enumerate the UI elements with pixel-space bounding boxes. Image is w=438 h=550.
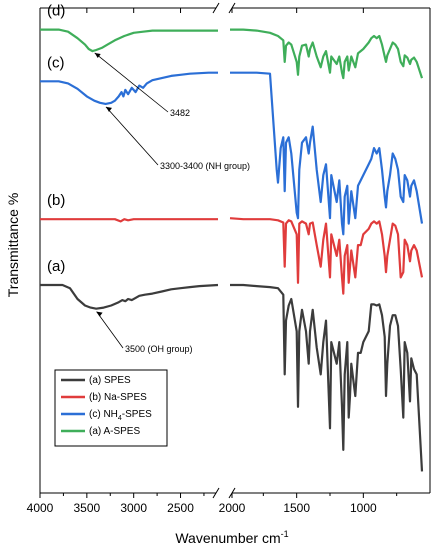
y-axis-title: Transmittance % <box>5 193 21 298</box>
x-tick-label: 2000 <box>219 501 246 515</box>
annotation-arrowhead <box>96 311 103 317</box>
x-tick-label: 3000 <box>120 501 147 515</box>
x-axis-title-main: Wavenumber cm <box>175 530 280 546</box>
annotation-arrowhead <box>105 106 112 112</box>
x-tick-label: 1500 <box>283 501 310 515</box>
annotation-arrowhead <box>94 52 101 58</box>
legend-entry: (a) SPES <box>89 375 131 386</box>
annotation-label: 3300-3400 (NH group) <box>160 161 250 171</box>
annotation-arrow <box>94 52 169 113</box>
series-layer <box>40 28 424 472</box>
annotation-label: 3482 <box>170 108 190 118</box>
panel-label: (b) <box>47 192 65 209</box>
series-line-1-segment2 <box>230 283 424 472</box>
series-line-2-segment1 <box>40 218 218 223</box>
legend: (a) SPES (b) Na-SPES (c) NH4-SPES (a) A-SPE… <box>54 369 168 447</box>
x-tick-label: 4000 <box>27 501 54 515</box>
x-tick-label: 1000 <box>350 501 377 515</box>
series-line-3-segment1 <box>40 71 218 106</box>
x-axis-title-superscript: -1 <box>281 529 289 539</box>
series-line-2-segment2 <box>229 217 424 295</box>
ticks-layer: 4000 3500 3000 2500 2000 1500 1000 <box>27 8 398 515</box>
legend-entry: (b) Na-SPES <box>89 392 147 403</box>
x-tick-label: 3500 <box>73 501 100 515</box>
x-axis-title: Wavenumber cm-1 <box>175 529 288 546</box>
legend-entry: (a) A-SPES <box>89 426 140 437</box>
legend-entry: (c) NH4-SPES <box>89 409 152 422</box>
series-line-4-segment1 <box>40 28 218 53</box>
legend-box <box>54 369 168 447</box>
series-line-3-segment2 <box>230 71 424 236</box>
annotation-arrow <box>105 106 159 166</box>
axis-break-mark <box>212 487 220 499</box>
annotation-arrow <box>96 311 124 349</box>
annotation-label: 3500 (OH group) <box>125 344 193 354</box>
series-line-4-segment2 <box>230 28 424 80</box>
x-tick-label: 2500 <box>167 501 194 515</box>
panel-label: (d) <box>47 3 65 20</box>
panel-label: (a) <box>47 258 65 275</box>
labels-layer: (a) (b) (c) (d) <box>47 3 65 275</box>
axis-break-mark <box>212 2 220 14</box>
series-line-1-segment1 <box>40 283 219 310</box>
panel-label: (c) <box>47 54 65 71</box>
annotations-layer: 3482 3300-3400 (NH group) 3500 (OH group) <box>94 52 250 354</box>
